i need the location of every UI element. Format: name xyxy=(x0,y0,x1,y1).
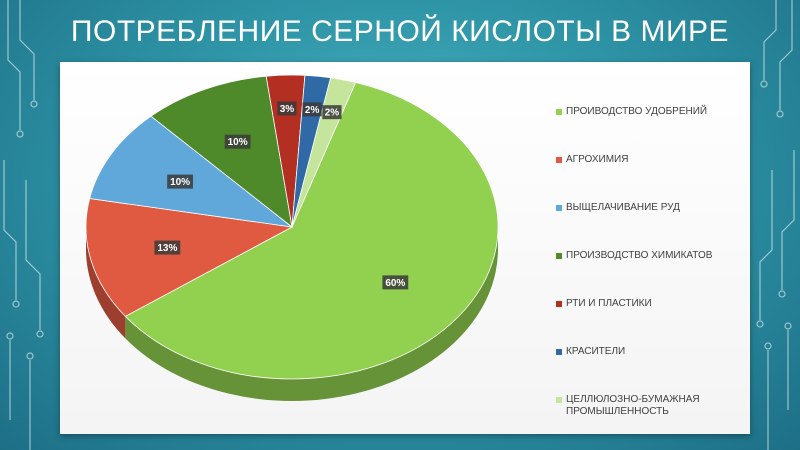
data-label-6: 2% xyxy=(322,105,342,120)
legend-item: РТИ И ПЛАСТИКИ xyxy=(556,298,746,310)
data-label-2: 10% xyxy=(167,174,193,189)
legend-label: ПРОИВОДСТВО УДОБРЕНИЙ xyxy=(566,106,708,117)
pie-slice-3 xyxy=(150,75,293,228)
legend-item: КРАСИТЕЛИ xyxy=(556,346,746,358)
data-label-text: 2% xyxy=(305,105,320,116)
data-label-box xyxy=(224,134,251,149)
data-label-text: 2% xyxy=(325,108,340,119)
legend-item: ЦЕЛЛЮЛОЗНО-БУМАЖНАЯ ПРОМЫШЛЕННОСТЬ xyxy=(556,394,746,418)
legend-label: АГРОХИМИЯ xyxy=(566,154,629,165)
legend-swatch xyxy=(556,397,562,403)
legend-item: ВЫЩЕЛАЧИВАНИЕ РУД xyxy=(556,202,746,214)
circuit-decoration-right xyxy=(756,0,795,450)
slide-title: ПОТРЕБЛЕНИЕ СЕРНОЙ КИСЛОТЫ В МИРЕ xyxy=(70,15,730,48)
data-label-text: 10% xyxy=(228,137,248,148)
legend-swatch xyxy=(556,301,562,307)
legend-swatch xyxy=(556,157,562,163)
data-label-4: 3% xyxy=(277,101,297,116)
data-label-text: 13% xyxy=(157,243,177,254)
data-label-text: 10% xyxy=(170,177,190,188)
pie-slice-side xyxy=(86,227,126,339)
legend-label: КРАСИТЕЛИ xyxy=(566,346,626,357)
legend-label: ВЫЩЕЛАЧИВАНИЕ РУД xyxy=(566,202,680,213)
data-label-box xyxy=(154,240,181,255)
data-label-1: 13% xyxy=(154,240,181,255)
legend-swatch xyxy=(556,109,562,115)
data-label-box xyxy=(322,105,342,120)
data-label-text: 3% xyxy=(280,104,295,115)
legend-swatch xyxy=(556,349,562,355)
data-label-box xyxy=(382,275,409,290)
data-label-box xyxy=(167,174,193,189)
chart-card: 60% 13% 10% 10% 3% 2% 2% ПРОИВОДСТВО УДОБРЕНИЙ… xyxy=(60,62,750,434)
legend-label: ЦЕЛЛЮЛОЗНО-БУМАЖНАЯ ПРОМЫШЛЕННОСТЬ xyxy=(566,394,700,417)
pie-slice-1 xyxy=(85,198,294,317)
data-label-5: 2% xyxy=(302,102,322,117)
legend-item: АГРОХИМИЯ xyxy=(556,154,746,166)
data-label-3: 10% xyxy=(224,134,251,149)
data-label-text: 60% xyxy=(385,278,405,289)
pie-side-walls xyxy=(86,227,498,401)
pie-slice-side xyxy=(125,227,498,401)
legend-item: ПРОИВОДСТВО УДОБРЕНИЙ xyxy=(556,106,746,118)
legend-label: РТИ И ПЛАСТИКИ xyxy=(566,298,652,309)
circuit-decoration-left xyxy=(3,0,44,450)
pie-slice-2 xyxy=(89,115,294,228)
legend-label: ПРОИЗВОДСТВО ХИМИКАТОВ xyxy=(566,250,713,261)
pie-chart: 60% 13% 10% 10% 3% 2% 2% xyxy=(85,74,499,401)
legend-swatch xyxy=(556,253,562,259)
data-label-box xyxy=(302,102,322,117)
pie-slice-0 xyxy=(124,81,499,380)
legend-swatch xyxy=(556,205,562,211)
data-label-0: 60% xyxy=(382,275,409,290)
data-label-box xyxy=(277,101,297,116)
legend-item: ПРОИЗВОДСТВО ХИМИКАТОВ xyxy=(556,250,746,262)
